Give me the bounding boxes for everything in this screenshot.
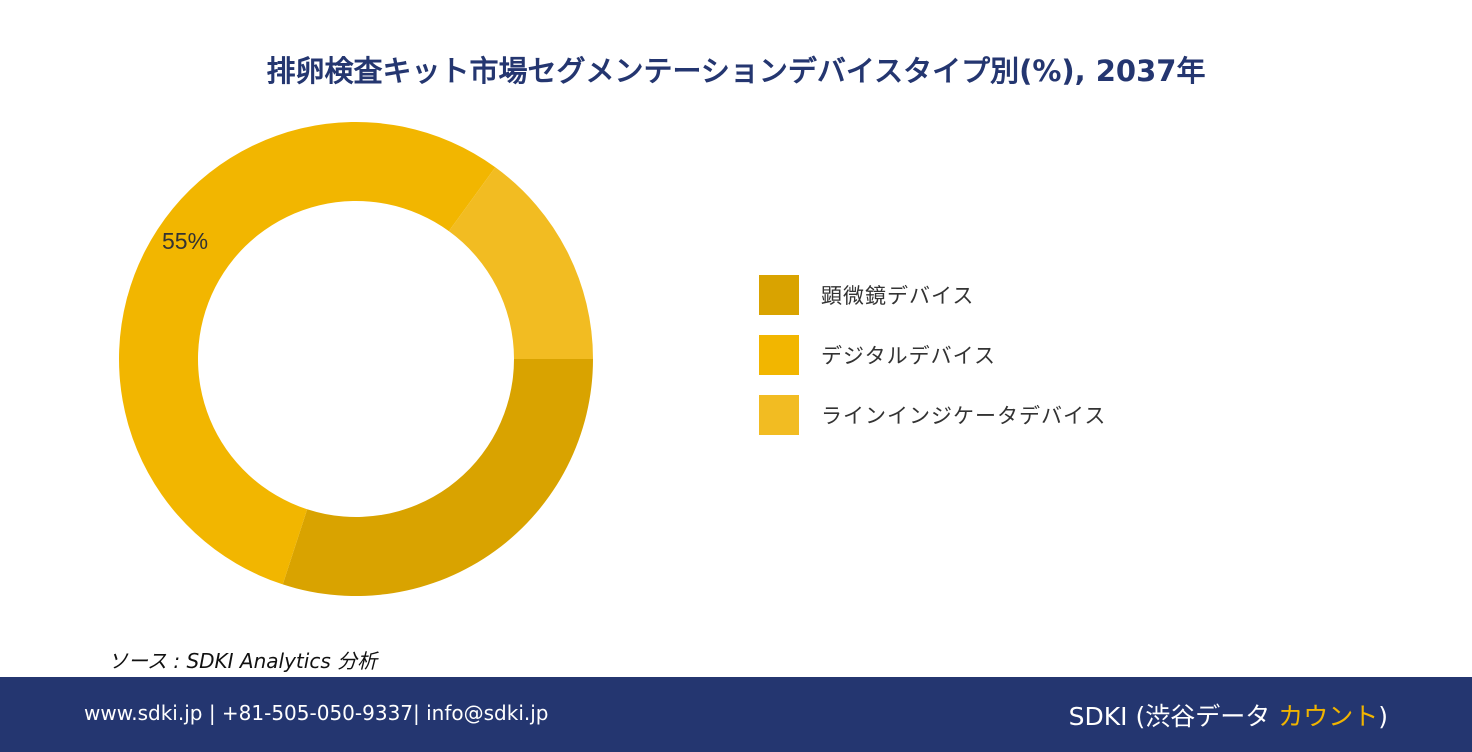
footer-brand-suffix: ): [1378, 702, 1388, 731]
donut-slice-digital: [118, 121, 496, 585]
footer-brand: SDKI (渋谷データ カウント): [1069, 697, 1388, 733]
legend: 顕微鏡デバイス デジタルデバイス ラインインジケータデバイス: [759, 275, 1106, 455]
source-note: ソース : SDKI Analytics 分析: [108, 649, 378, 673]
legend-item-microscope: 顕微鏡デバイス: [759, 275, 1106, 315]
legend-item-line-indicator: ラインインジケータデバイス: [759, 395, 1106, 435]
footer-contact: www.sdki.jp | +81-505-050-9337| info@sdk…: [84, 701, 549, 725]
data-label-digital: 55%: [162, 228, 208, 254]
legend-label-line-indicator: ラインインジケータデバイス: [821, 404, 1107, 428]
legend-item-digital: デジタルデバイス: [759, 335, 1106, 375]
legend-swatch-microscope: [759, 275, 799, 315]
footer-brand-prefix: SDKI (渋谷データ: [1068, 702, 1279, 731]
donut-chart: 55%: [118, 121, 593, 596]
chart-title: 排卵検査キット市場セグメンテーションデバイスタイプ別(%), 2037年: [266, 54, 1206, 88]
donut-slice-microscope: [282, 359, 593, 596]
legend-swatch-digital: [759, 335, 799, 375]
legend-swatch-line-indicator: [759, 395, 799, 435]
legend-label-microscope: 顕微鏡デバイス: [821, 284, 975, 308]
footer-brand-accent: カウント: [1278, 702, 1379, 731]
footer-bar: www.sdki.jp | +81-505-050-9337| info@sdk…: [0, 677, 1472, 752]
donut-slice-line-indicator: [448, 167, 593, 359]
legend-label-digital: デジタルデバイス: [821, 344, 996, 368]
